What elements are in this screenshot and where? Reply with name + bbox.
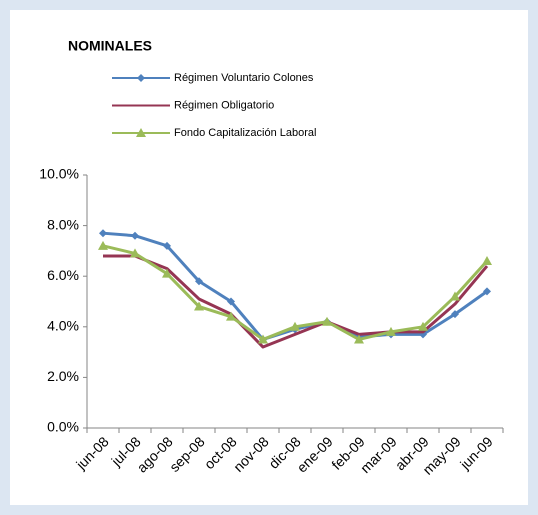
y-tick-label: 4.0% — [47, 318, 79, 334]
data-point — [450, 291, 460, 301]
y-tick-label: 8.0% — [47, 216, 79, 232]
data-point — [163, 241, 171, 250]
data-point — [162, 268, 172, 278]
data-point — [99, 229, 107, 238]
data-point — [290, 321, 300, 331]
chart-title: NOMINALES — [68, 38, 152, 54]
data-point — [226, 311, 236, 321]
legend-label: Fondo Capitalización Laboral — [174, 127, 316, 139]
data-point — [322, 316, 332, 326]
series-line — [103, 254, 489, 349]
panel — [10, 10, 528, 505]
data-point — [98, 240, 108, 250]
legend-marker — [137, 74, 145, 82]
data-point — [258, 334, 268, 344]
data-point — [195, 277, 203, 286]
y-tick-label: 10.0% — [39, 166, 79, 182]
y-tick-label: 0.0% — [47, 419, 79, 435]
data-point — [130, 248, 140, 258]
y-tick-label: 6.0% — [47, 267, 79, 283]
data-point — [482, 256, 492, 266]
data-point — [483, 287, 491, 296]
legend-marker — [136, 128, 146, 137]
legend-label: Régimen Obligatorio — [174, 99, 274, 111]
data-point — [418, 321, 428, 331]
data-point — [386, 326, 396, 336]
y-tick-label: 2.0% — [47, 368, 79, 384]
data-point — [131, 231, 139, 240]
data-point — [227, 297, 235, 306]
data-point — [451, 310, 459, 319]
data-point — [194, 301, 204, 311]
data-point — [354, 334, 364, 344]
legend-label: Régimen Voluntario Colones — [174, 72, 314, 84]
